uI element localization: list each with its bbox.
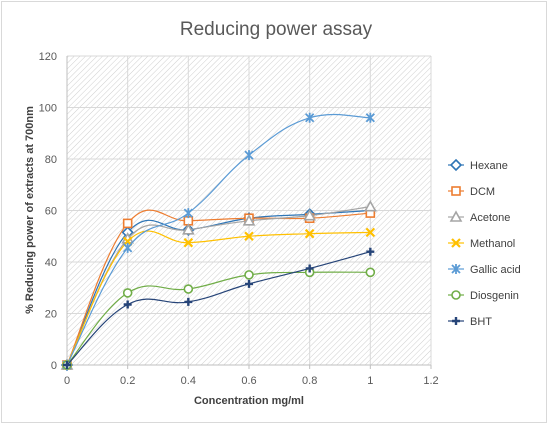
data-point-acetone [181, 223, 195, 235]
data-point-acetone [242, 214, 256, 226]
data-point-methanol [183, 237, 194, 248]
data-point-gallic-acid [305, 112, 315, 123]
legend-marker-bht [452, 317, 460, 325]
data-point-bht [305, 264, 314, 273]
legend-marker-dcm [451, 186, 461, 196]
legend: Hexane DCM Acetone Methanol Gallic acid Diosg… [448, 158, 521, 328]
data-point-methanol [244, 231, 254, 242]
legend-item-hexane: Hexane [448, 158, 508, 172]
x-tick-label: 0.8 [302, 375, 317, 387]
data-point-gallic-acid [183, 208, 193, 219]
tick-labels: 0 20 40 60 80 100 120 0 0.2 0.4 0.6 0.8 1 1.2 [39, 51, 439, 387]
y-tick-label: 100 [39, 103, 57, 115]
x-tick-label: 0.6 [241, 375, 256, 387]
series-group [60, 112, 377, 372]
legend-marker-methanol [451, 238, 461, 248]
axes [66, 56, 432, 369]
legend-label-methanol: Methanol [470, 238, 515, 250]
legend-marker-diosgenin [451, 290, 461, 300]
y-tick-label: 0 [51, 360, 57, 372]
data-point-methanol [304, 228, 315, 239]
y-tick-label: 40 [45, 257, 57, 269]
x-tick-label: 0.2 [120, 375, 135, 387]
data-point-acetone [363, 199, 377, 212]
x-tick-label: 0 [64, 375, 70, 387]
legend-item-acetone: Acetone [448, 210, 510, 224]
legend-marker-acetone [449, 210, 463, 222]
data-point-gallic-acid [365, 112, 375, 123]
data-point-bht [63, 361, 71, 369]
legend-marker-hexane [449, 158, 463, 172]
data-point-diosgenin [244, 270, 254, 280]
data-point-bht [184, 297, 193, 306]
legend-label-bht: BHT [470, 316, 492, 328]
series-bht [63, 247, 375, 369]
data-point-diosgenin [365, 267, 376, 278]
legend-item-methanol: Methanol [448, 238, 515, 250]
legend-label-gallic-acid: Gallic acid [470, 264, 521, 276]
y-tick-label: 60 [45, 206, 57, 218]
y-tick-label: 80 [45, 154, 57, 166]
legend-marker-gallic-acid [451, 264, 461, 274]
y-tick-label: 20 [45, 309, 57, 321]
legend-label-hexane: Hexane [470, 160, 508, 172]
x-axis-label: Concentration mg/ml [194, 395, 304, 407]
x-tick-label: 1 [367, 375, 373, 387]
data-point-acetone [303, 209, 317, 221]
x-tick-label: 1.2 [423, 375, 438, 387]
data-point-bht [245, 279, 253, 288]
x-tick-label: 0.4 [181, 375, 196, 387]
chart-title: Reducing power assay [180, 19, 373, 40]
data-point-diosgenin [122, 288, 133, 298]
legend-label-dcm: DCM [470, 186, 495, 198]
data-point-bht [123, 300, 132, 309]
legend-label-acetone: Acetone [470, 212, 510, 224]
data-point-bht [366, 247, 375, 256]
y-tick-label: 120 [39, 51, 57, 63]
legend-item-dcm: DCM [448, 186, 495, 198]
data-point-gallic-acid [123, 242, 133, 253]
data-point-dcm [122, 218, 133, 229]
data-point-diosgenin [183, 284, 194, 294]
legend-item-diosgenin: Diosgenin [448, 290, 519, 302]
data-point-gallic-acid [244, 150, 254, 161]
y-axis-label: % Reducing power of extracts at 700nm [24, 106, 36, 314]
legend-item-gallic-acid: Gallic acid [448, 264, 521, 276]
legend-label-diosgenin: Diosgenin [470, 290, 519, 302]
data-point-methanol [365, 227, 376, 238]
legend-item-bht: BHT [448, 316, 492, 328]
